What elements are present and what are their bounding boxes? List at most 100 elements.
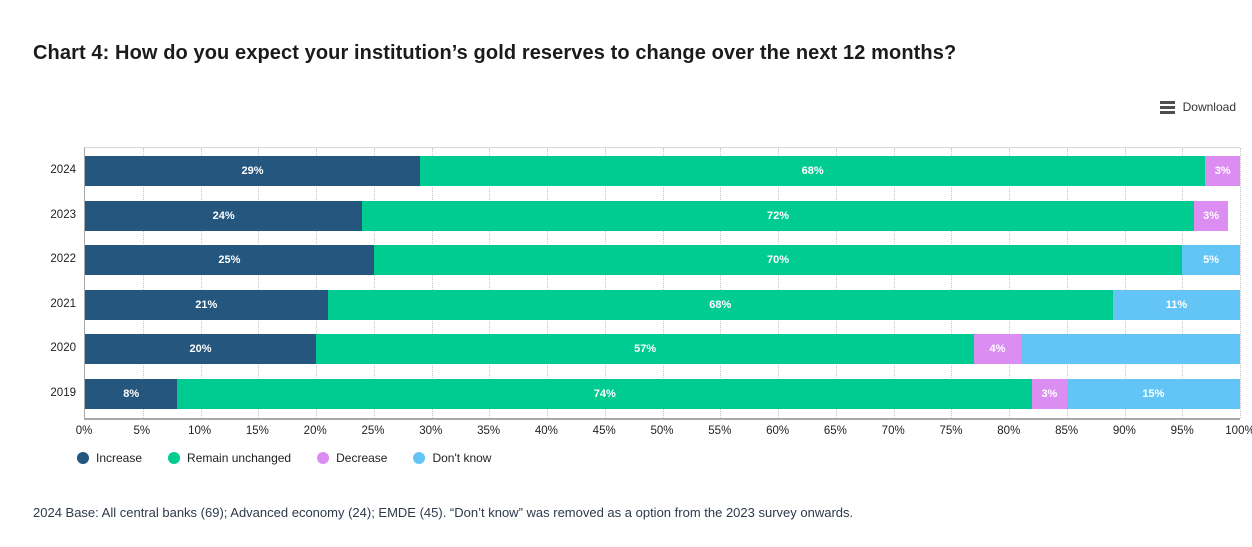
x-axis-tick-label: 20% [303, 425, 327, 437]
bar-label: 4% [989, 343, 1006, 355]
bar-label: 3% [1203, 209, 1220, 222]
y-axis-label: 2021 [50, 297, 76, 310]
x-axis-tick-label: 95% [1170, 425, 1194, 437]
bar-label: 3% [1041, 387, 1058, 400]
bar-label: 74% [593, 387, 616, 400]
gridline [489, 148, 491, 418]
bar-row-2019: 8% 74% 3% 15% [85, 378, 1240, 409]
x-axis-tick-label: 45% [592, 425, 616, 437]
bar-label: 24% [212, 209, 235, 222]
legend-item-don-t-know[interactable]: Don't know [413, 451, 491, 465]
gridline [1124, 148, 1126, 418]
bar-segment-increase[interactable]: 29% [85, 156, 420, 186]
page-title: Chart 4: How do you expect your institut… [33, 42, 957, 64]
x-axis-tick-label: 65% [823, 425, 847, 437]
bar-segment-decrease[interactable]: 3% [1032, 378, 1067, 409]
gridline [142, 148, 144, 418]
x-axis-tick-label: 0% [75, 425, 93, 437]
bar-row-2024: 29% 68% 3% [85, 156, 1240, 186]
bar-segment-increase[interactable]: 20% [85, 334, 316, 364]
x-axis-tick-label: 10% [188, 425, 212, 437]
x-axis-tick-label: 15% [245, 425, 269, 437]
bar-segment-don-t-know[interactable]: 5% [1182, 245, 1240, 275]
bar-segment-don-t-know[interactable]: 15% [1066, 378, 1240, 409]
gridline [951, 148, 953, 418]
bar-segment-increase[interactable]: 25% [85, 245, 374, 275]
bar-label: 72% [766, 209, 789, 222]
gridline [835, 148, 837, 418]
footnote: 2024 Base: All central banks (69); Advan… [33, 505, 854, 520]
gridline [1240, 148, 1241, 418]
x-axis-tick-label: 35% [477, 425, 501, 437]
gridline [604, 148, 606, 418]
gridline [431, 148, 433, 418]
gridline [662, 148, 664, 418]
legend-swatch-icon [168, 452, 181, 464]
bar-segment-remain-unchanged[interactable]: 74% [177, 378, 1033, 409]
bar-segment-don-t-know[interactable] [1020, 334, 1240, 364]
download-button[interactable]: Download [1159, 100, 1236, 114]
y-axis-label: 2024 [50, 164, 76, 176]
legend-label: Increase [96, 451, 143, 465]
bar-label: 68% [709, 298, 732, 311]
gridline [893, 148, 895, 418]
bar-segment-increase[interactable]: 8% [85, 378, 178, 409]
bar-label: 5% [1203, 254, 1220, 266]
x-axis-tick-label: 100% [1225, 425, 1252, 437]
hamburger-icon [1159, 100, 1175, 114]
bar-label: 70% [766, 254, 790, 266]
x-axis-tick-label: 25% [361, 425, 385, 437]
legend: Increase Remain unchanged Decrease Don't kn… [77, 451, 491, 465]
bar-row-2021: 21% 68% 11% [85, 289, 1240, 320]
gridline [1009, 148, 1010, 418]
x-axis-tick-label: 40% [534, 425, 558, 437]
legend-label: Remain unchanged [187, 451, 292, 465]
bar-label: 21% [195, 298, 218, 311]
bar-segment-decrease[interactable]: 3% [1193, 200, 1229, 231]
bar-label: 15% [1142, 387, 1165, 400]
gridline [1182, 148, 1184, 418]
x-axis-tick-label: 80% [997, 425, 1021, 437]
bar-segment-decrease[interactable]: 3% [1205, 156, 1240, 186]
gridline [316, 148, 317, 418]
bar-segment-remain-unchanged[interactable]: 68% [327, 289, 1113, 320]
bar-label: 3% [1214, 165, 1231, 177]
legend-item-increase[interactable]: Increase [77, 451, 142, 465]
bar-segment-remain-unchanged[interactable]: 57% [316, 334, 975, 364]
x-axis-tick-label: 90% [1112, 425, 1136, 437]
bar-segment-remain-unchanged[interactable]: 70% [373, 245, 1183, 275]
y-axis-label: 2023 [50, 208, 76, 221]
bar-segment-increase[interactable]: 24% [85, 200, 363, 231]
legend-swatch-icon [317, 452, 330, 464]
y-axis-label: 2020 [50, 342, 76, 354]
bar-segment-decrease[interactable]: 4% [974, 334, 1021, 364]
bar-row-2023: 24% 72% 3% [85, 200, 1240, 231]
bar-row-2022: 25% 70% 5% [85, 245, 1240, 275]
bar-label: 11% [1165, 298, 1188, 311]
legend-item-remain-unchanged[interactable]: Remain unchanged [168, 451, 291, 465]
gridline [778, 148, 779, 418]
gridline [258, 148, 260, 418]
bar-row-2020: 20% 57% 4% [85, 334, 1240, 364]
bar-segment-remain-unchanged[interactable]: 68% [419, 156, 1206, 186]
legend-item-decrease[interactable]: Decrease [317, 451, 387, 465]
legend-label: Don't know [432, 451, 492, 465]
download-label: Download [1182, 100, 1236, 114]
x-axis-tick-label: 85% [1055, 425, 1079, 437]
x-axis-tick-label: 30% [419, 425, 443, 437]
x-axis-tick-label: 5% [133, 425, 151, 437]
y-axis-label: 2019 [50, 386, 76, 399]
x-axis-tick-label: 55% [708, 425, 732, 437]
x-axis-tick-label: 70% [881, 425, 905, 437]
legend-swatch-icon [77, 452, 89, 464]
bar-segment-remain-unchanged[interactable]: 72% [362, 200, 1194, 231]
bar-label: 20% [189, 343, 212, 355]
bar-label: 8% [123, 387, 140, 400]
bar-segment-don-t-know[interactable]: 11% [1112, 289, 1240, 320]
bar-segment-increase[interactable]: 21% [85, 289, 328, 320]
y-axis-label: 2022 [50, 253, 76, 265]
bar-label: 29% [241, 165, 264, 177]
legend-swatch-icon [413, 452, 426, 464]
bar-label: 68% [801, 165, 824, 177]
